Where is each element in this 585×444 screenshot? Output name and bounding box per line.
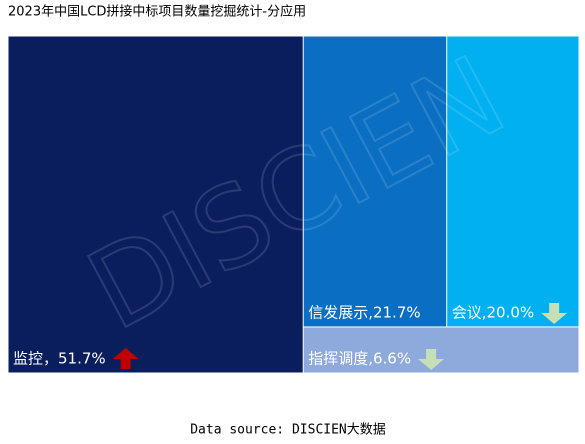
tile-label: 监控，51.7% [13, 350, 106, 368]
tile-label: 指挥调度,6.6% [308, 350, 411, 368]
labels: 监控，51.7% 信发展示,21.7% 会议,20.0% 指挥调度,6.6% [13, 302, 568, 370]
tile-label: 会议,20.0% [452, 303, 534, 321]
tile [447, 36, 579, 327]
chart-title: 2023年中国LCD拼接中标项目数量挖掘统计-分应用 [8, 4, 306, 20]
tile [8, 36, 303, 373]
trend-arrow [418, 349, 445, 370]
trend-arrow [541, 302, 568, 324]
tile-label: 信发展示,21.7% [308, 303, 420, 321]
tile [303, 327, 579, 373]
source: Data source: DISCIEN大数据 [190, 423, 386, 438]
trend-arrow [112, 348, 139, 369]
tile [303, 36, 447, 327]
tiles [8, 36, 579, 373]
